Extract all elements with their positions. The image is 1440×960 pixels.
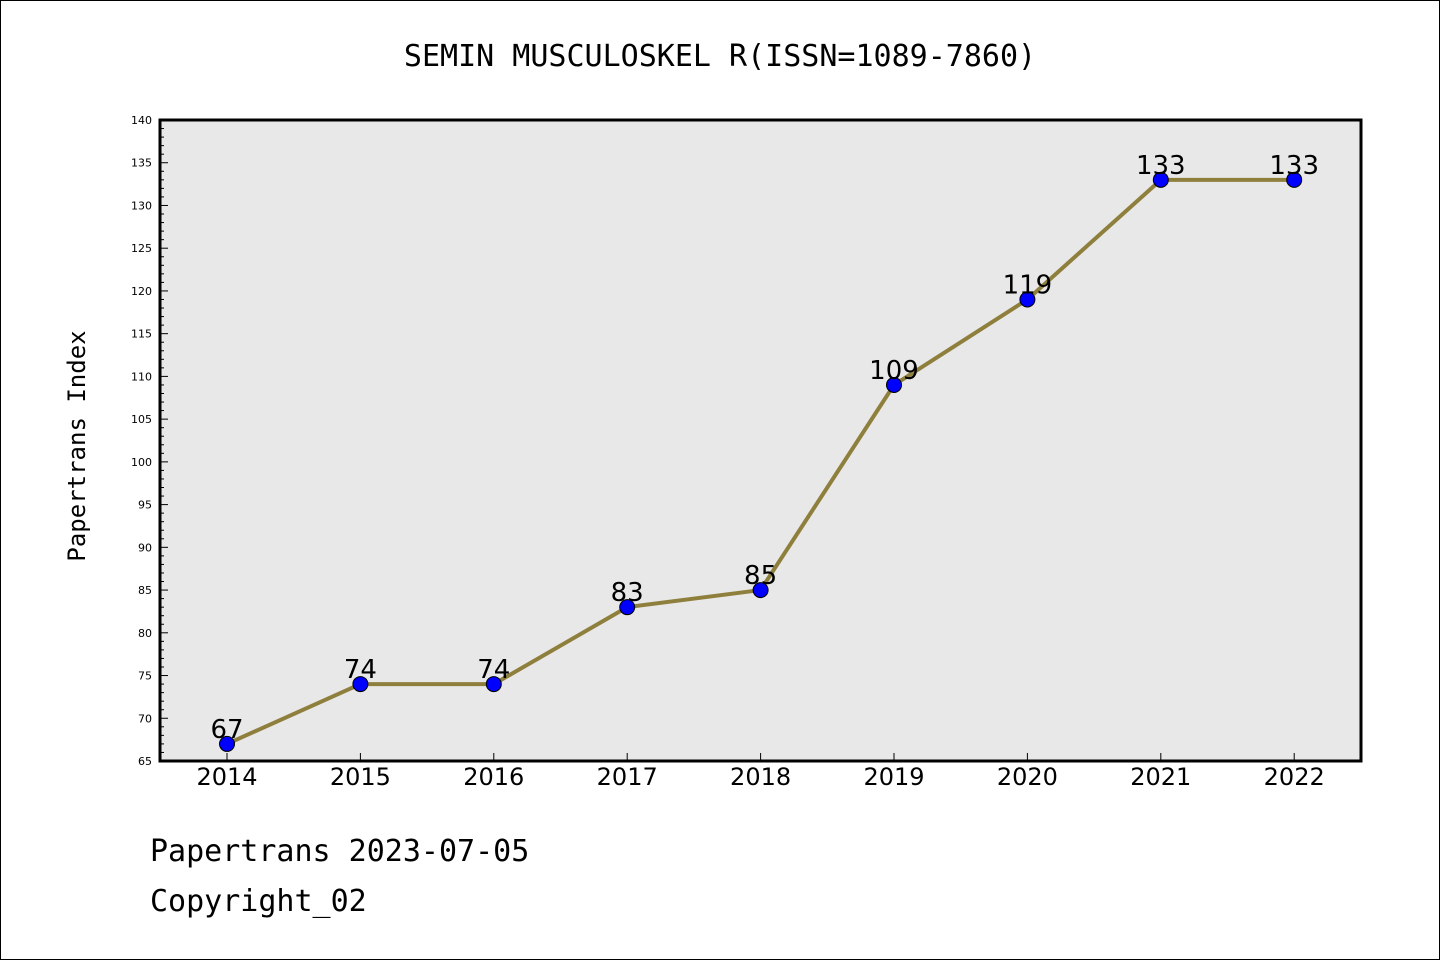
- data-point: [219, 735, 235, 752]
- data-label-group: 67 74 74 83 85 109 119 133 133: [210, 151, 1319, 745]
- series-line-group: [219, 171, 1303, 752]
- y-tick-label: 135: [131, 157, 152, 170]
- y-tick-label: 100: [131, 456, 152, 469]
- data-label: 67: [210, 715, 243, 745]
- data-point: [886, 376, 902, 393]
- x-tick-label: 2014: [196, 763, 257, 791]
- x-tick-label: 2017: [597, 763, 658, 791]
- x-tick-label: 2018: [730, 763, 791, 791]
- data-label: 74: [344, 655, 377, 685]
- data-point: [752, 582, 769, 599]
- x-axis-ticks: 2014 2015 2016 2017 2018 2019 2020 2021 2022: [196, 753, 1325, 791]
- y-tick-label: 120: [131, 285, 152, 298]
- data-point: [1286, 171, 1303, 188]
- data-label: 133: [1269, 151, 1319, 181]
- x-tick-label: 2015: [330, 763, 391, 791]
- y-tick-label: 140: [131, 114, 152, 127]
- y-tick-label: 125: [131, 242, 152, 255]
- data-label: 119: [1003, 270, 1053, 300]
- y-axis-ticks: 65 70 75 80 85 90 95 100 105 110 115 120 125 130 135 14…: [131, 114, 168, 768]
- y-axis-label: Papertrans Index: [63, 330, 91, 561]
- x-tick-label: 2019: [863, 763, 924, 791]
- footer-copyright: Copyright_02: [150, 884, 367, 919]
- data-label: 74: [477, 655, 510, 685]
- data-point: [1019, 291, 1036, 308]
- x-tick-label: 2016: [463, 763, 524, 791]
- x-tick-label: 2020: [997, 763, 1058, 791]
- data-label: 85: [744, 561, 777, 591]
- y-tick-label: 85: [138, 584, 152, 597]
- data-point: [485, 676, 502, 693]
- y-tick-label: 70: [138, 712, 152, 725]
- y-tick-label: 115: [131, 328, 152, 341]
- x-tick-label: 2021: [1130, 763, 1191, 791]
- y-tick-label: 105: [131, 413, 152, 426]
- data-label: 83: [611, 578, 644, 608]
- data-label: 109: [869, 356, 919, 386]
- y-tick-label: 110: [131, 370, 152, 383]
- data-point: [1152, 171, 1169, 188]
- y-tick-label: 130: [131, 199, 152, 212]
- chart-title: SEMIN MUSCULOSKEL R(ISSN=1089-7860): [404, 39, 1036, 74]
- y-tick-label: 90: [138, 541, 152, 554]
- plot-area: [158, 118, 1363, 763]
- y-tick-label: 75: [138, 670, 152, 683]
- y-tick-label: 95: [138, 499, 152, 512]
- data-label: 133: [1136, 151, 1186, 181]
- x-tick-label: 2022: [1264, 763, 1325, 791]
- data-point: [619, 599, 636, 616]
- data-point: [352, 676, 369, 693]
- y-tick-label: 65: [138, 755, 152, 768]
- footer-date: Papertrans 2023-07-05: [150, 834, 530, 869]
- y-tick-label: 80: [138, 627, 152, 640]
